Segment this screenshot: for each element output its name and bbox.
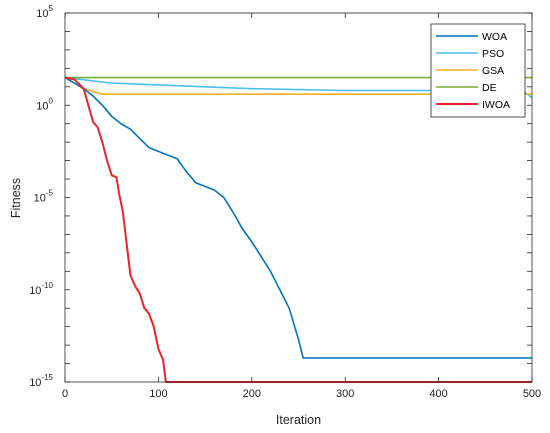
x-tick-label: 200 xyxy=(243,388,261,400)
x-ticks: 0 100 200 300 400 500 xyxy=(62,13,541,400)
y-tick-label: 10-15 xyxy=(29,373,53,389)
legend: WOA PSO GSA DE IWOA xyxy=(430,23,526,118)
legend-label-iwoa: IWOA xyxy=(482,99,510,111)
y-tick-label: 105 xyxy=(36,4,53,20)
legend-label-pso: PSO xyxy=(482,48,504,60)
y-axis-label: Fitness xyxy=(9,178,23,218)
legend-label-de: DE xyxy=(482,82,497,94)
legend-label-gsa: GSA xyxy=(482,65,504,77)
y-ticks: 105 100 10-5 10-10 10-15 xyxy=(29,4,532,389)
series-line-woa xyxy=(64,76,532,359)
x-tick-label: 300 xyxy=(336,388,354,400)
x-tick-label: 0 xyxy=(62,388,68,400)
x-tick-label: 400 xyxy=(429,388,447,400)
y-tick-label: 10-5 xyxy=(34,189,54,205)
x-tick-label: 500 xyxy=(523,388,541,400)
legend-label-woa: WOA xyxy=(482,31,507,43)
x-tick-label: 100 xyxy=(149,388,167,400)
series-line-iwoa xyxy=(64,76,532,383)
y-tick-label: 10-10 xyxy=(29,281,53,297)
x-axis-label: Iteration xyxy=(276,413,321,427)
y-tick-label: 100 xyxy=(36,96,53,112)
